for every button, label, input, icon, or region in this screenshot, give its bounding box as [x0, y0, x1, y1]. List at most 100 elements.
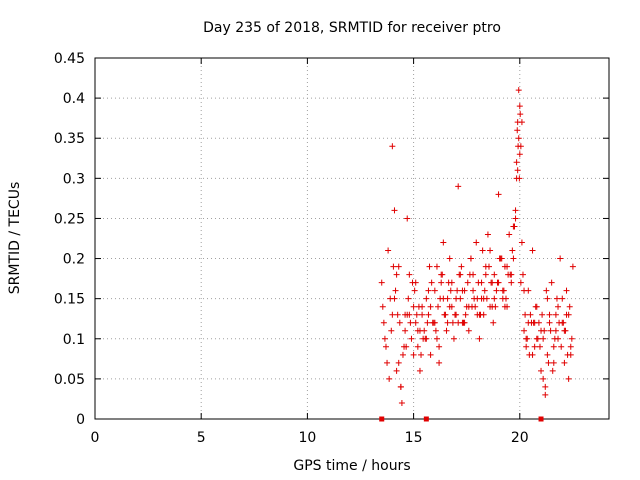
data-point: [471, 295, 478, 302]
data-point: [384, 359, 391, 366]
chart-title: Day 235 of 2018, SRMTID for receiver ptr…: [203, 20, 501, 36]
data-point: [567, 351, 574, 358]
data-point: [475, 279, 482, 286]
data-point: [558, 343, 565, 350]
data-point: [407, 319, 414, 326]
data-point: [382, 343, 389, 350]
data-point: [432, 327, 439, 334]
data-point: [433, 335, 440, 342]
data-point: [412, 279, 419, 286]
data-point: [523, 343, 530, 350]
gap-marker: [538, 416, 544, 422]
data-point: [441, 311, 448, 318]
data-point: [529, 351, 536, 358]
data-point: [490, 319, 497, 326]
data-point: [404, 215, 411, 222]
data-point: [413, 311, 420, 318]
data-point: [504, 263, 511, 270]
data-point: [497, 255, 504, 262]
data-point: [465, 303, 472, 310]
plot-frame: [94, 57, 610, 420]
y-axis-label: SRMTID / TECUs: [7, 182, 23, 295]
data-point: [514, 127, 521, 134]
data-point: [438, 271, 445, 278]
y-tick-label: 0: [76, 412, 85, 428]
data-point: [415, 303, 422, 310]
data-point: [392, 287, 399, 294]
y-tick-label: 0.2: [63, 252, 85, 268]
data-point: [489, 279, 496, 286]
data-point: [544, 351, 551, 358]
data-point: [411, 287, 418, 294]
x-tick-label: 15: [405, 430, 423, 446]
data-point: [466, 271, 473, 278]
data-point: [391, 295, 398, 302]
data-point: [559, 319, 566, 326]
data-point: [435, 303, 442, 310]
data-point: [431, 287, 438, 294]
data-point: [458, 263, 465, 270]
data-point: [381, 335, 388, 342]
data-point: [403, 343, 410, 350]
data-point: [551, 335, 558, 342]
data-point: [393, 271, 400, 278]
data-point: [425, 287, 432, 294]
data-point: [495, 191, 502, 198]
data-point: [518, 239, 525, 246]
data-point: [457, 295, 464, 302]
data-point: [493, 287, 500, 294]
data-point: [454, 287, 461, 294]
y-tick-label: 0.25: [54, 211, 85, 227]
data-point: [548, 279, 555, 286]
data-point: [550, 343, 557, 350]
data-point: [514, 167, 521, 174]
data-point: [453, 311, 460, 318]
data-point: [491, 271, 498, 278]
data-point: [501, 303, 508, 310]
data-point: [516, 103, 523, 110]
data-point: [545, 359, 552, 366]
data-point: [532, 303, 539, 310]
data-point: [380, 319, 387, 326]
data-point: [538, 367, 545, 374]
data-point: [456, 271, 463, 278]
data-point: [546, 311, 553, 318]
data-point: [402, 327, 409, 334]
data-point: [455, 183, 462, 190]
data-point: [424, 319, 431, 326]
y-tick-label: 0.35: [54, 131, 85, 147]
data-point: [561, 359, 568, 366]
data-point: [443, 327, 450, 334]
data-point: [517, 279, 524, 286]
data-point: [487, 303, 494, 310]
data-point: [426, 263, 433, 270]
data-point: [568, 335, 575, 342]
data-point: [389, 143, 396, 150]
data-point: [547, 327, 554, 334]
data-point: [480, 295, 487, 302]
data-point: [427, 351, 434, 358]
data-point: [465, 327, 472, 334]
data-point: [410, 303, 417, 310]
tick-layer: 0 0.05 0.1 0.15 0.2 0.25 0.3 0.35 0.4 0.45 0 5 10 15 2…: [54, 51, 609, 446]
data-point: [397, 383, 404, 390]
x-tick-label: 20: [511, 430, 529, 446]
data-point: [414, 343, 421, 350]
data-point: [559, 295, 566, 302]
data-point: [542, 391, 549, 398]
x-axis-label: GPS time / hours: [293, 458, 410, 474]
data-point: [482, 271, 489, 278]
data-point: [385, 247, 392, 254]
x-tick-label: 10: [298, 430, 316, 446]
data-point: [522, 311, 529, 318]
data-point: [467, 255, 474, 262]
data-point: [405, 295, 412, 302]
data-point: [536, 343, 543, 350]
data-point: [508, 279, 515, 286]
data-point: [515, 135, 522, 142]
data-point: [461, 319, 468, 326]
data-point: [449, 319, 456, 326]
data-point: [438, 279, 445, 286]
data-point: [481, 287, 488, 294]
data-point: [566, 303, 573, 310]
